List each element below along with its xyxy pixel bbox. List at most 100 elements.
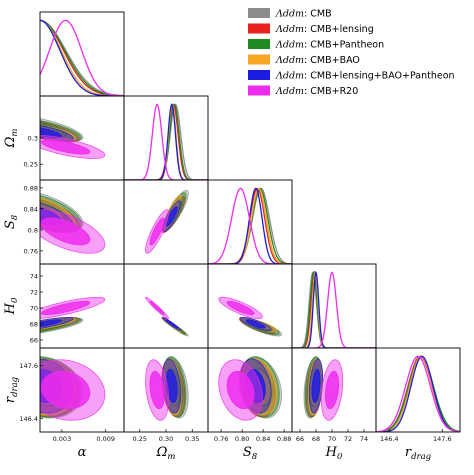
x-tick-label-S_8: 0.76 [214, 435, 228, 443]
x-tick-label-H_0: 66 [296, 435, 304, 443]
contour-alpha-Omega_m [40, 115, 106, 159]
x-tick-label-H_0: 70 [328, 435, 336, 443]
x-tick-label-alpha: 0.009 [96, 435, 115, 443]
x-tick-label-Omega_m: 0.30 [159, 435, 173, 443]
legend-entry-4: Λddm: CMB+lensing+BAO+Pantheon [275, 71, 455, 82]
marginal-curve-Omega_m-5 [124, 103, 208, 180]
marginal-curve-r_drag-5 [376, 355, 460, 432]
marginal-S_8 [208, 187, 292, 264]
marginal-curve-H_0-0 [292, 271, 376, 348]
contour-S_8-r_drag [218, 356, 282, 421]
x-tick-label-r_drag: 146.4 [380, 435, 399, 443]
marginal-curve-H_0-2 [292, 270, 376, 348]
contour-S_8-H_0 [218, 296, 282, 337]
legend: Λddm: CMB Λddm: CMB+lensing Λddm: CMB+Pant… [248, 8, 455, 97]
marginal-H_0 [292, 270, 376, 348]
marginal-curve-r_drag-1 [376, 355, 460, 432]
panel-frame-0-0 [39, 11, 125, 97]
contour-alpha-H_0 [40, 296, 106, 336]
panel-frame-1-3 [123, 263, 209, 349]
contour-68-5 [40, 217, 91, 246]
x-axis-label-r_drag: rdrag [405, 445, 432, 462]
legend-swatch-1 [248, 23, 270, 34]
y-axis-label-H_0: H0 [3, 297, 20, 315]
legend-entry-5: Λddm: CMB+R20 [275, 86, 358, 97]
legend-swatch-5 [248, 85, 270, 96]
marginal-curve-alpha-3 [40, 19, 124, 96]
contour-Omega_m-H_0 [145, 296, 189, 337]
contour-68-5 [149, 370, 165, 410]
legend-entry-1: Λddm: CMB+lensing [275, 24, 374, 35]
marginal-curve-r_drag-0 [376, 355, 460, 432]
marginal-curve-S_8-3 [208, 187, 292, 264]
x-tick-label-S_8: 0.84 [256, 435, 270, 443]
y-tick-label-S_8: 0.88 [24, 184, 38, 192]
contour-68-5 [40, 300, 91, 316]
x-tick-label-Omega_m: 0.25 [133, 435, 147, 443]
y-axis-label-Omega_m: Ωm [3, 129, 20, 149]
legend-swatch-2 [248, 39, 270, 49]
y-tick-label-S_8: 0.8 [28, 226, 38, 234]
marginal-curve-H_0-5 [292, 271, 376, 348]
marginal-alpha [40, 19, 124, 96]
y-tick-label-r_drag: 146.4 [19, 415, 38, 423]
marginal-curve-r_drag-4 [376, 355, 460, 432]
x-tick-label-r_drag: 147.6 [433, 435, 452, 443]
contour-Omega_m-r_drag [145, 356, 189, 421]
y-tick-label-H_0: 66 [30, 336, 38, 344]
x-tick-label-alpha: 0.003 [53, 435, 72, 443]
x-tick-label-S_8: 0.80 [235, 435, 249, 443]
x-axis-label-alpha: α [78, 445, 87, 460]
legend-swatch-0 [248, 8, 270, 18]
marginal-Omega_m [124, 102, 208, 180]
x-axis-label-S_8: S8 [243, 445, 258, 462]
panels-layer: 0.003 0.009 α 0.25 0.30 0.35 Ωm 0.76 0.80 0.84 0.8… [3, 11, 461, 462]
x-tick-label-H_0: 74 [360, 435, 368, 443]
x-axis-label-H_0: H0 [325, 445, 343, 462]
marginal-curve-r_drag-3 [376, 355, 460, 432]
legend-entry-0: Λddm: CMB [275, 9, 332, 20]
panel-frame-4-4 [375, 347, 461, 433]
y-tick-label-H_0: 72 [30, 288, 38, 296]
y-axis-label-S_8: S8 [3, 214, 20, 229]
legend-entry-3: Λddm: CMB+BAO [275, 55, 360, 66]
y-axis-label-r_drag: rdrag [3, 376, 20, 403]
y-tick-label-S_8: 0.76 [24, 247, 38, 255]
contour-68-4 [40, 126, 63, 139]
marginal-curve-Omega_m-4 [124, 103, 208, 180]
contour-68-4 [245, 319, 266, 329]
marginal-curve-alpha-5 [40, 19, 124, 96]
contour-68-5 [149, 300, 165, 316]
legend-swatch-3 [248, 54, 270, 65]
contour-68-4 [165, 319, 178, 329]
x-tick-label-H_0: 72 [344, 435, 352, 443]
contour-68-5 [40, 370, 91, 410]
contour-68-5 [226, 370, 255, 410]
y-tick-label-H_0: 70 [30, 304, 38, 312]
x-tick-label-Omega_m: 0.35 [185, 435, 199, 443]
y-tick-label-Omega_m: 0.3 [28, 134, 38, 142]
contour-alpha-S_8 [40, 190, 106, 254]
y-tick-label-H_0: 74 [30, 272, 38, 280]
contour-68-5 [149, 217, 165, 246]
y-tick-label-H_0: 68 [30, 320, 38, 328]
marginal-curve-r_drag-2 [376, 355, 460, 432]
contour-68-4 [311, 368, 321, 404]
marginal-curve-H_0-1 [292, 270, 376, 348]
marginal-r_drag [376, 355, 460, 432]
contour-alpha-r_drag [40, 356, 106, 421]
contour-Omega_m-S_8 [145, 190, 189, 254]
contour-68-5 [324, 370, 340, 410]
y-tick-label-r_drag: 147.6 [19, 362, 38, 370]
legend-swatch-4 [248, 70, 270, 80]
y-tick-label-S_8: 0.84 [24, 205, 38, 213]
contour-68-4 [40, 319, 63, 329]
contour-68-5 [40, 139, 91, 155]
contour-H_0-r_drag [303, 356, 344, 421]
contour-68-5 [226, 300, 255, 316]
x-tick-label-S_8: 0.88 [277, 435, 291, 443]
x-axis-label-Omega_m: Ωm [156, 445, 176, 462]
x-tick-label-H_0: 68 [312, 435, 320, 443]
